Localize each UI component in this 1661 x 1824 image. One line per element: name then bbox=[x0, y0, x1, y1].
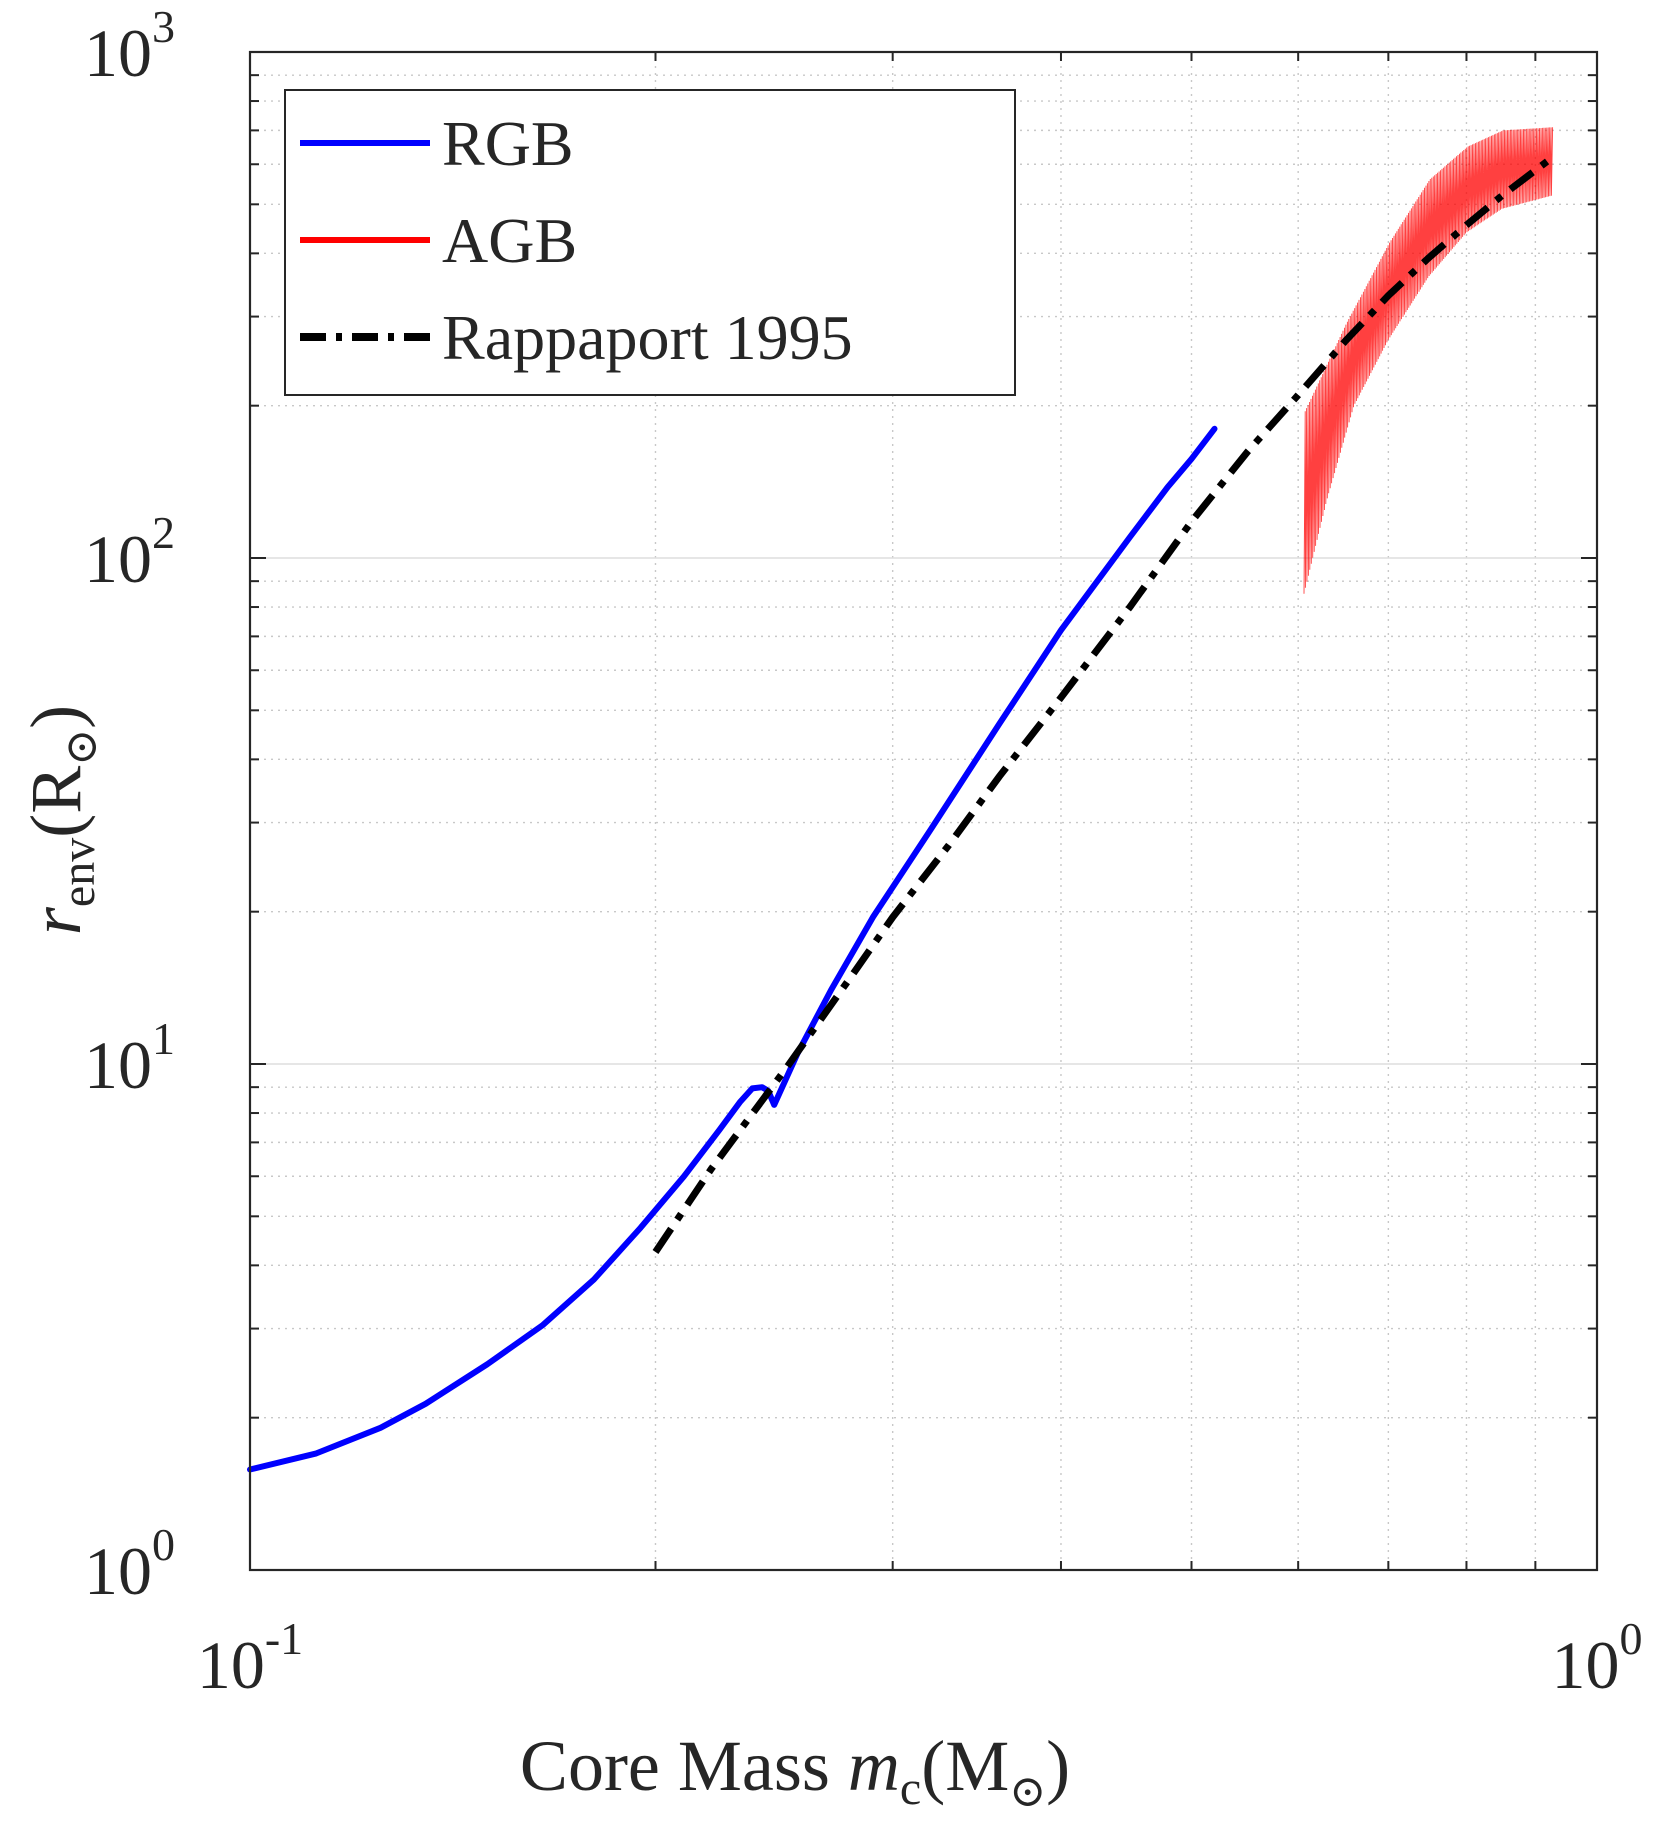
y-tick-label: 102 bbox=[84, 507, 175, 597]
agb-series bbox=[1303, 127, 1554, 594]
rgb-line bbox=[247, 425, 1218, 1473]
legend-label-agb: AGB bbox=[442, 205, 577, 276]
x-tick-label: 10-1 bbox=[197, 1613, 303, 1703]
legend-label-rgb: RGB bbox=[442, 108, 574, 179]
plot-area-border bbox=[248, 50, 1599, 1572]
x-axis-label: Core Mass mc(M⊙) bbox=[520, 1726, 1070, 1816]
x-tick-label: 100 bbox=[1552, 1613, 1643, 1703]
y-axis-label: renv(R⊙) bbox=[16, 705, 106, 935]
y-tick-label: 100 bbox=[84, 1519, 175, 1609]
y-tick-label: 101 bbox=[84, 1013, 175, 1103]
legend-label-rappaport: Rappaport 1995 bbox=[442, 302, 853, 373]
agb-line bbox=[1303, 127, 1554, 594]
axis-ticks bbox=[250, 51, 1597, 1571]
rappaport-line bbox=[652, 157, 1551, 1254]
line-series bbox=[247, 157, 1551, 1473]
y-tick-label: 103 bbox=[84, 1, 175, 91]
legend: RGB AGB Rappaport 1995 bbox=[284, 89, 1016, 396]
